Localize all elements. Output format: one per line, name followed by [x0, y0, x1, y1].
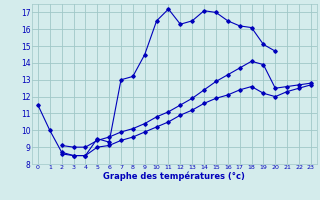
X-axis label: Graphe des températures (°c): Graphe des températures (°c): [103, 172, 245, 181]
